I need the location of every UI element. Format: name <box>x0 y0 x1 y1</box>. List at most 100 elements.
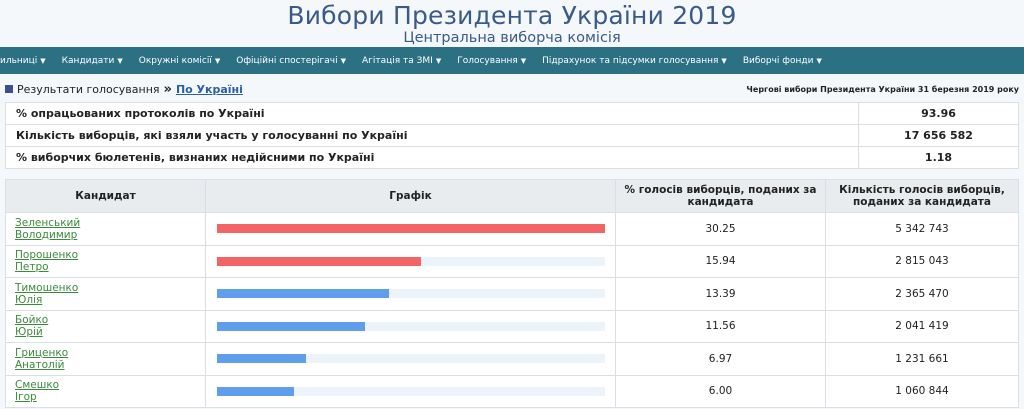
nav-item-counting[interactable]: Підрахунок та підсумки голосування ▼ <box>534 47 735 74</box>
candidate-link[interactable]: Гриценко Анатолій <box>15 347 205 371</box>
nav-item-agitation[interactable]: Агітація та ЗМІ ▼ <box>354 47 449 74</box>
caret-down-icon: ▼ <box>816 56 822 65</box>
candidate-cell: Зеленський Володимир <box>5 212 206 246</box>
chart-cell <box>205 309 616 343</box>
nav-item-label: Підрахунок та підсумки голосування <box>542 55 719 66</box>
candidate-cell: Тимошенко Юлія <box>5 277 206 311</box>
header-votes: Кількість голосів виборців, поданих за к… <box>825 179 1019 213</box>
summary-table: % опрацьованих протоколів по Україні 93.… <box>5 102 1019 169</box>
vote-bar <box>217 256 422 266</box>
vote-bar <box>217 289 389 299</box>
chart-cell <box>205 277 616 311</box>
candidate-last-name[interactable]: Гриценко <box>15 346 69 359</box>
header-candidate: Кандидат <box>5 179 206 213</box>
summary-label: % виборчих бюлетенів, визнаних недійсним… <box>5 146 859 169</box>
vote-bar <box>217 386 294 396</box>
header-percent: % голосів виборців, поданих за кандидата <box>615 179 826 213</box>
page-title: Вибори Президента України 2019 <box>287 1 737 30</box>
candidate-first-name[interactable]: Петро <box>15 261 49 274</box>
nav-item-observers[interactable]: Офіційні спостерігачі ▼ <box>228 47 354 74</box>
caret-down-icon: ▼ <box>40 56 46 65</box>
percent-cell: 15.94 <box>615 244 826 278</box>
nav-item-dilnytsi[interactable]: ильниці ▼ <box>0 47 54 74</box>
percent-cell: 30.25 <box>615 212 826 246</box>
summary-label: % опрацьованих протоколів по Україні <box>5 102 859 125</box>
table-row: Порошенко Петро 15.94 2 815 043 <box>5 244 1019 278</box>
nav-item-label: Агітація та ЗМІ <box>361 55 433 66</box>
breadcrumb: Результати голосування » По Україні Черг… <box>5 80 1019 98</box>
square-bullet-icon <box>5 85 13 93</box>
vote-bar <box>217 321 366 331</box>
header-chart: Графік <box>205 179 616 213</box>
summary-row: % виборчих бюлетенів, визнаних недійсним… <box>5 146 1019 169</box>
candidate-link[interactable]: Смешко Ігор <box>15 379 205 403</box>
candidate-link[interactable]: Порошенко Петро <box>15 249 205 273</box>
nav-item-label: ильниці <box>0 55 38 66</box>
candidate-cell: Смешко Ігор <box>5 374 206 408</box>
nav-item-funds[interactable]: Виборчі фонди ▼ <box>735 47 830 74</box>
chart-cell <box>205 244 616 278</box>
vote-bar <box>217 354 307 364</box>
nav-item-label: Офіційні спостерігачі <box>236 55 338 66</box>
candidate-first-name[interactable]: Ігор <box>15 391 37 404</box>
summary-row: Кількість виборців, які взяли участь у г… <box>5 124 1019 147</box>
candidate-cell: Гриценко Анатолій <box>5 342 206 376</box>
nav-item-candidates[interactable]: Кандидати ▼ <box>54 47 131 74</box>
candidate-last-name[interactable]: Бойко <box>15 314 49 327</box>
caret-down-icon: ▼ <box>721 56 727 65</box>
nav-item-label: Виборчі фонди <box>742 55 814 66</box>
candidate-last-name[interactable]: Смешко <box>15 379 60 392</box>
candidate-link[interactable]: Зеленський Володимир <box>15 217 205 241</box>
results-table: Кандидат Графік % голосів виборців, пода… <box>5 179 1019 408</box>
nav-item-voting[interactable]: Голосування ▼ <box>449 47 534 74</box>
candidate-link[interactable]: Бойко Юрій <box>15 314 205 338</box>
table-row: Гриценко Анатолій 6.97 1 231 661 <box>5 342 1019 376</box>
table-row: Тимошенко Юлія 13.39 2 365 470 <box>5 277 1019 311</box>
summary-value: 1.18 <box>858 146 1019 169</box>
vote-bar-track <box>217 354 605 364</box>
breadcrumb-link-ukraine[interactable]: По Україні <box>175 82 243 96</box>
table-row: Смешко Ігор 6.00 1 060 844 <box>5 374 1019 408</box>
candidate-link[interactable]: Тимошенко Юлія <box>15 282 205 306</box>
summary-label: Кількість виборців, які взяли участь у г… <box>5 124 859 147</box>
candidate-first-name[interactable]: Юрій <box>15 326 43 339</box>
candidate-first-name[interactable]: Анатолій <box>15 358 65 371</box>
table-row: Бойко Юрій 11.56 2 041 419 <box>5 309 1019 343</box>
candidate-first-name[interactable]: Юлія <box>15 293 43 306</box>
caret-down-icon: ▼ <box>520 56 527 65</box>
breadcrumb-section: Результати голосування <box>17 82 160 96</box>
summary-row: % опрацьованих протоколів по Україні 93.… <box>5 102 1019 125</box>
nav-item-label: Окружні комісії <box>138 55 212 66</box>
votes-cell: 2 815 043 <box>825 244 1019 278</box>
votes-cell: 2 041 419 <box>825 309 1019 343</box>
chart-cell <box>205 212 616 246</box>
page-subtitle: Центральна виборча комісія <box>403 30 621 46</box>
votes-cell: 1 060 844 <box>825 374 1019 408</box>
candidate-last-name[interactable]: Тимошенко <box>15 281 79 294</box>
vote-bar-track <box>217 256 605 266</box>
percent-cell: 6.00 <box>615 374 826 408</box>
results-header-row: Кандидат Графік % голосів виборців, пода… <box>5 179 1019 213</box>
votes-cell: 5 342 743 <box>825 212 1019 246</box>
candidate-last-name[interactable]: Порошенко <box>15 249 79 262</box>
vote-bar <box>217 224 605 234</box>
caret-down-icon: ▼ <box>214 56 221 65</box>
votes-cell: 1 231 661 <box>825 342 1019 376</box>
nav-item-district-commissions[interactable]: Окружні комісії ▼ <box>131 47 229 74</box>
vote-bar-track <box>217 386 605 396</box>
election-label: Чергові вибори Президента України 31 бер… <box>746 84 1019 94</box>
candidate-first-name[interactable]: Володимир <box>15 228 78 241</box>
percent-cell: 13.39 <box>615 277 826 311</box>
summary-value: 93.96 <box>858 102 1019 125</box>
percent-cell: 11.56 <box>615 309 826 343</box>
vote-bar-track <box>217 321 605 331</box>
caret-down-icon: ▼ <box>340 56 346 65</box>
chart-cell <box>205 342 616 376</box>
candidate-last-name[interactable]: Зеленський <box>15 216 81 229</box>
nav-item-label: Кандидати <box>61 55 115 66</box>
summary-value: 17 656 582 <box>858 124 1019 147</box>
chart-cell <box>205 374 616 408</box>
vote-bar-track <box>217 224 605 234</box>
candidate-cell: Порошенко Петро <box>5 244 206 278</box>
vote-bar-track <box>217 289 605 299</box>
